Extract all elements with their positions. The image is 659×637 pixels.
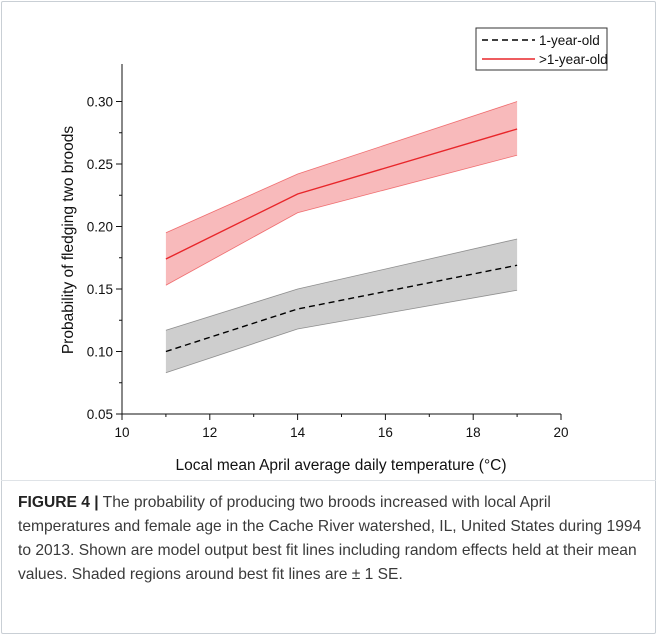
x-tick-label: 14 [290, 425, 306, 440]
figure-label: FIGURE 4 | [18, 494, 99, 511]
x-tick-label: 20 [553, 425, 568, 440]
se-lower-edge-1 [165, 289, 518, 374]
y-tick-label: 0.15 [87, 282, 113, 297]
caption-text: The probability of producing two broods … [18, 494, 642, 583]
legend-label-2: >1-year-old [539, 52, 608, 67]
series-line-2 [165, 128, 518, 260]
axes: 10 12 14 16 18 20 0.05 0.10 0.15 0.20 0.25 0.30 [87, 64, 569, 440]
x-tick-label: 10 [114, 425, 129, 440]
x-tick-label: 18 [466, 425, 481, 440]
y-tick-label: 0.20 [87, 220, 113, 235]
se-upper-edge-1 [165, 238, 518, 331]
legend: 1-year-old >1-year-old [475, 27, 608, 71]
caption-divider [1, 480, 656, 481]
se-band-2 [165, 101, 518, 286]
y-tick-label: 0.25 [87, 157, 113, 172]
se-upper-edge-2 [165, 101, 518, 234]
se-lower-edge-2 [165, 154, 518, 286]
y-tick-label: 0.30 [87, 95, 113, 110]
y-tick-label: 0.10 [87, 345, 113, 360]
chart: 1-year-old >1-year-old 10 12 14 16 18 20 0.05 0.… [60, 27, 608, 474]
legend-box [475, 27, 608, 71]
x-axis-label: Local mean April average daily temperatu… [176, 457, 507, 474]
figure-caption: FIGURE 4 | The probability of producing … [18, 491, 646, 587]
y-tick-label: 0.05 [87, 407, 113, 422]
y-axis-label: Probability of fledging two broods [60, 126, 77, 355]
x-tick-label: 16 [378, 425, 393, 440]
legend-label-1: 1-year-old [539, 33, 600, 48]
x-tick-label: 12 [202, 425, 217, 440]
se-band-1 [165, 239, 518, 373]
